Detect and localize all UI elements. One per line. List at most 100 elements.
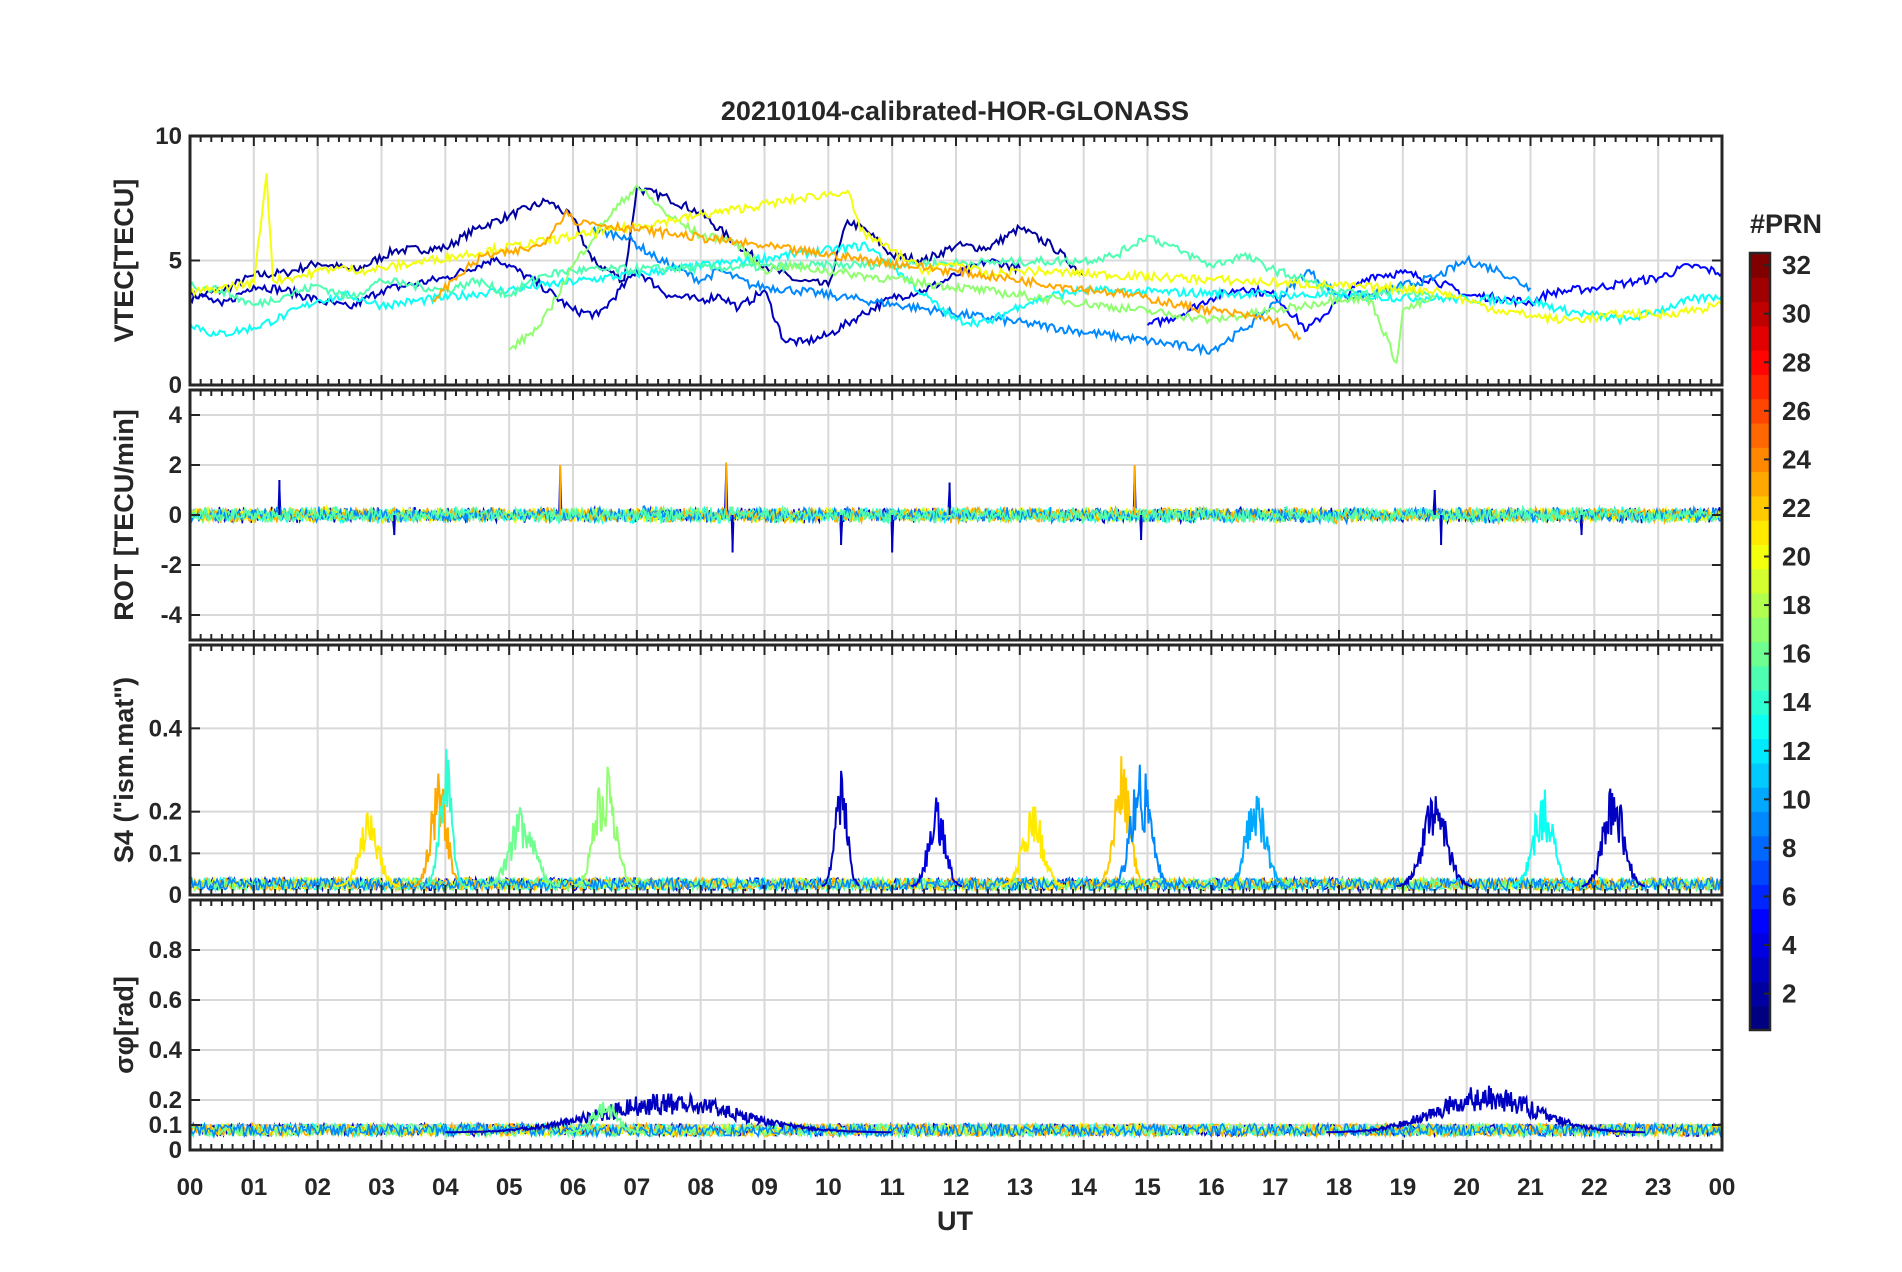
burst-series-prn-13	[1511, 789, 1575, 888]
colorbar-swatch	[1750, 690, 1770, 715]
vtec-series-prn-5	[1146, 262, 1722, 333]
x-tick-label: 10	[815, 1174, 842, 1201]
x-tick-label: 15	[1134, 1174, 1161, 1201]
colorbar-swatch	[1750, 350, 1770, 376]
x-tick-label: 02	[304, 1174, 331, 1201]
colorbar-swatch	[1750, 860, 1770, 885]
chart-title: 20210104-calibrated-HOR-GLONASS	[721, 96, 1189, 126]
colorbar-swatch	[1750, 253, 1770, 278]
vtec-series-prn-13	[190, 241, 1722, 338]
colorbar-swatch	[1750, 957, 1770, 983]
x-tick-label: 21	[1517, 1174, 1544, 1201]
colorbar-swatch	[1750, 762, 1770, 788]
panel-4: 00.10.2 0.4 0.6 0.8 σφ[rad]	[109, 898, 1724, 1164]
colorbar-swatch	[1750, 544, 1770, 570]
colorbar-title: #PRN	[1750, 209, 1822, 239]
y-tick-label: 0.2	[149, 1087, 182, 1114]
colorbar-swatch	[1750, 714, 1770, 740]
colorbar-tick-label: 16	[1782, 639, 1811, 669]
colorbar-frame	[1748, 251, 1772, 1032]
colorbar-swatch	[1750, 374, 1770, 400]
y-axis-label: σφ[rad]	[109, 976, 139, 1074]
x-tick-label: 18	[1326, 1174, 1353, 1201]
y-tick-label: 0.1	[149, 1112, 182, 1139]
x-tick-label: 08	[687, 1174, 714, 1201]
colorbar-swatch	[1750, 301, 1770, 327]
colorbar-swatch	[1750, 592, 1770, 618]
y-tick-label: 10	[155, 123, 182, 150]
y-tick-label: 4	[169, 402, 183, 429]
colorbar-swatch	[1750, 884, 1770, 910]
colorbar-swatch	[1750, 787, 1770, 813]
x-tick-label: 16	[1198, 1174, 1225, 1201]
burst-series-prn-14	[425, 749, 466, 887]
burst-series-prn-3	[821, 770, 860, 887]
colorbar-tick-label: 22	[1782, 493, 1811, 523]
y-tick-label: 5	[169, 248, 182, 275]
colorbar-swatch	[1750, 495, 1770, 521]
y-tick-label: 0.4	[149, 715, 183, 742]
burst-series-prn-16	[566, 1101, 644, 1134]
burst-series-prn-3	[1581, 788, 1645, 888]
x-tick-label: 07	[623, 1174, 650, 1201]
y-tick-label: 0	[169, 372, 182, 399]
x-tick-label: 04	[432, 1174, 459, 1201]
y-tick-label: -2	[161, 552, 182, 579]
colorbar-tick-label: 8	[1782, 833, 1796, 863]
y-axis-label: ROT [TECU/min]	[109, 409, 139, 620]
x-tick-label: 19	[1389, 1174, 1416, 1201]
colorbar-swatch	[1750, 835, 1770, 861]
y-tick-label: 0	[169, 882, 182, 909]
colorbar-swatch	[1750, 471, 1770, 497]
colorbar-swatch	[1750, 932, 1770, 958]
y-tick-label: 0.8	[149, 937, 182, 964]
colorbar-swatch	[1750, 811, 1770, 837]
colorbar-tick-label: 26	[1782, 396, 1811, 426]
x-tick-label: 22	[1581, 1174, 1608, 1201]
x-tick-label: 13	[1006, 1174, 1033, 1201]
colorbar-tick-label: 2	[1782, 979, 1796, 1009]
y-tick-label: 0.2	[149, 799, 182, 826]
x-tick-label: 20	[1453, 1174, 1480, 1201]
colorbar-swatch	[1750, 422, 1770, 448]
y-tick-label: 0	[169, 502, 182, 529]
colorbar-tick-label: 20	[1782, 542, 1811, 572]
burst-series-prn-3	[445, 1091, 892, 1134]
x-tick-label: 06	[560, 1174, 587, 1201]
vtec-series-prn-23	[432, 208, 1302, 341]
burst-series-prn-3	[1396, 796, 1473, 888]
colorbar-tick-label: 32	[1782, 250, 1811, 280]
baseline-series-prn-9	[190, 1120, 1722, 1140]
colorbar-tick-label: 6	[1782, 881, 1796, 911]
colorbar-swatch	[1750, 325, 1770, 351]
y-axis-label: S4 ("ism.mat")	[109, 677, 139, 863]
burst-series-prn-22	[1096, 756, 1148, 887]
x-tick-label: 03	[368, 1174, 395, 1201]
y-tick-label: 0	[169, 1137, 182, 1164]
y-tick-label: 0.6	[149, 987, 182, 1014]
colorbar-tick-label: 4	[1782, 930, 1797, 960]
y-tick-label: 0.4	[149, 1037, 183, 1064]
x-axis-label: UT	[937, 1206, 973, 1236]
x-tick-label: 05	[496, 1174, 523, 1201]
colorbar-swatch	[1750, 665, 1770, 691]
x-tick-label: 00	[177, 1174, 204, 1201]
panel-3: 0 0.1 0.2 0.4 S4 ("ism.mat")	[109, 643, 1724, 909]
burst-series-prn-23	[413, 773, 465, 888]
colorbar-swatch	[1750, 908, 1770, 934]
y-axis-label: VTEC[TECU]	[109, 179, 139, 343]
colorbar-swatch	[1750, 1005, 1770, 1031]
colorbar-tick-label: 10	[1782, 784, 1811, 814]
x-tick-labels: 00 01 02 03 04 05 06 07 08 09 10 11 12 13 14 15 16 17 18 19…	[177, 1174, 1736, 1201]
burst-series-prn-21	[336, 812, 401, 888]
colorbar-swatch	[1750, 617, 1770, 643]
y-tick-label: -4	[161, 602, 183, 629]
x-tick-label: 14	[1070, 1174, 1097, 1201]
x-tick-label: 17	[1262, 1174, 1289, 1201]
colorbar-swatch	[1750, 277, 1770, 303]
colorbar-swatch	[1750, 981, 1770, 1007]
colorbar-swatch	[1750, 447, 1770, 473]
colorbar-tick-label: 30	[1782, 299, 1811, 329]
